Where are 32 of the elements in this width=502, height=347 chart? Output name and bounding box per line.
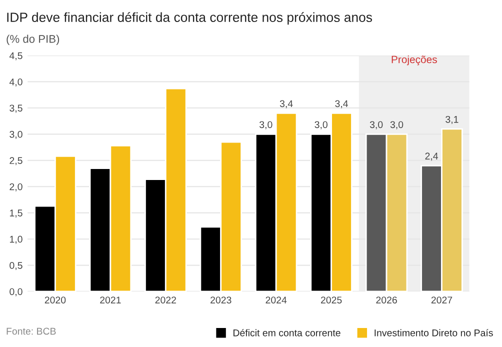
data-label: 3,0 [260, 121, 272, 130]
data-label: 3,0 [314, 121, 328, 130]
y-tick-label: 1,0 [10, 236, 22, 244]
band-label: Projeções [392, 56, 437, 66]
x-tick-label: 2022 [155, 296, 176, 304]
chart-subtitle: (% do PIB) [6, 34, 60, 46]
legend-label: Déficit em conta corrente [234, 329, 340, 336]
x-tick-label: 2021 [100, 296, 121, 304]
data-label: 3,1 [446, 116, 458, 124]
data-label: 3,4 [280, 100, 293, 108]
x-tick-label: 2026 [376, 296, 397, 304]
y-tick-label: 2,0 [10, 183, 22, 192]
y-tick-label: 0,5 [10, 262, 22, 270]
data-label: 3,0 [390, 121, 404, 130]
y-tick-label: 3,5 [10, 104, 22, 113]
x-tick-label: 2025 [320, 296, 342, 304]
y-tick-label: 4,0 [9, 78, 22, 87]
y-tick-label: 0,0 [10, 288, 22, 296]
y-tick-label: 4,5 [9, 52, 22, 60]
y-tick-label: 3,0 [10, 130, 22, 139]
chart-title: IDP deve financiar déficit da conta corrente nos próximos anos [7, 12, 372, 25]
y-tick-label: 2,5 [10, 157, 22, 166]
data-label: 2,4 [425, 152, 438, 161]
data-label: 3,4 [335, 100, 348, 108]
x-tick-label: 2024 [266, 296, 287, 304]
source-note: Fonte: BCB [6, 328, 56, 335]
x-tick-label: 2020 [44, 296, 66, 304]
y-tick-label: 1,5 [10, 210, 22, 218]
x-tick-label: 2023 [210, 296, 232, 304]
data-label: 3,0 [370, 121, 383, 130]
x-tick-label: 2027 [431, 296, 452, 304]
legend-label: Investimento Direto no País [374, 329, 493, 336]
